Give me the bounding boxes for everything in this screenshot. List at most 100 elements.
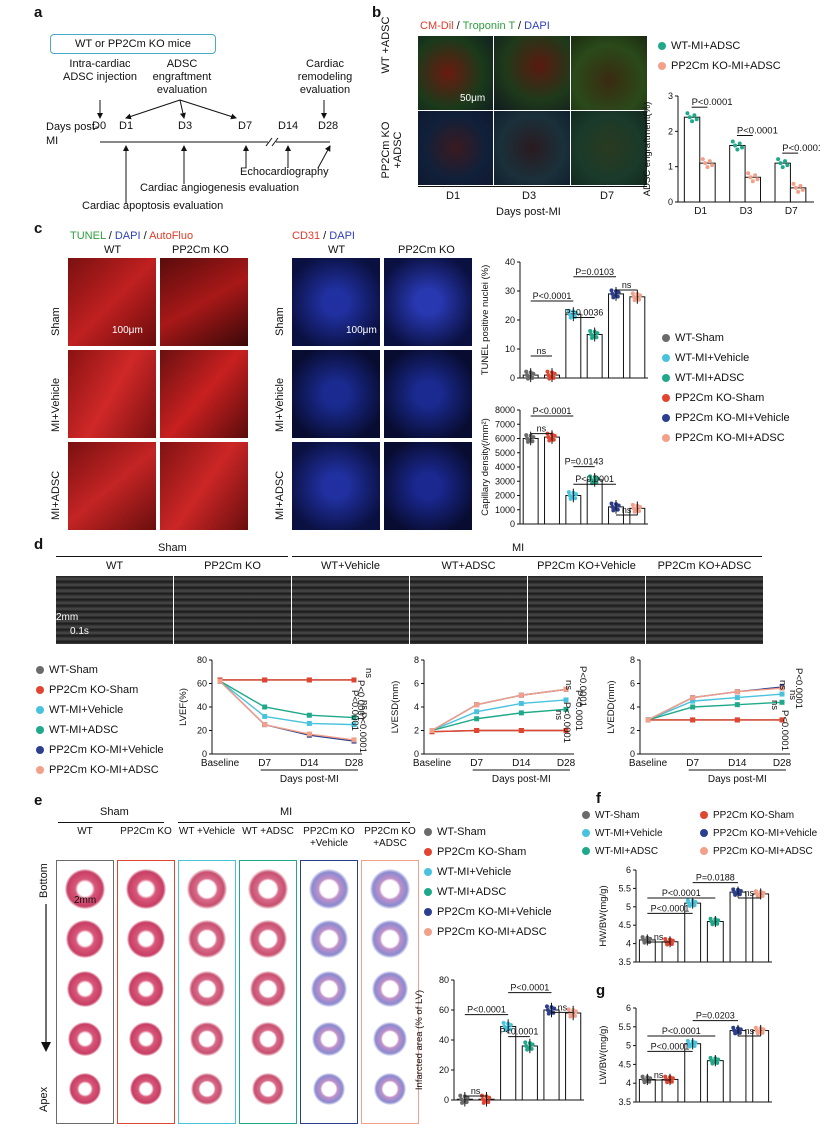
legend-b-ko: PP2Cm KO-MI+ADSC <box>671 60 781 72</box>
data-point <box>544 1004 549 1009</box>
scale-e: 2mm <box>74 895 97 906</box>
panel-g-label: g <box>596 982 606 999</box>
data-point <box>610 291 615 296</box>
legend-item: WT-MI+ADSC <box>424 882 552 902</box>
micrograph-cd31-ko-adsc <box>384 442 472 530</box>
data-point <box>503 1028 508 1033</box>
bar <box>500 1026 517 1101</box>
echo-column-label: WT <box>105 560 124 572</box>
cd31-text: CD31 <box>292 230 321 242</box>
significance-label: ns <box>654 932 664 942</box>
data-point <box>746 171 751 176</box>
significance-label: P<0.0001 <box>573 690 584 731</box>
x-tick-label: D28 <box>773 758 792 769</box>
legend-item: WT-Sham <box>424 822 552 842</box>
heart-section <box>309 869 349 909</box>
legend-dot <box>36 686 44 694</box>
legend-item: WT-Sham <box>36 660 164 680</box>
legend-label: PP2Cm KO-MI+Vehicle <box>437 906 552 918</box>
apop-label: Cardiac apoptosis evaluation <box>82 200 224 212</box>
day-d28: D28 <box>318 120 339 132</box>
y-tick-label: 8 <box>414 655 419 665</box>
series-point <box>351 715 357 721</box>
data-point <box>665 942 670 947</box>
series-point <box>262 722 268 728</box>
y-tick-label: 2 <box>414 726 419 736</box>
legend-item: PP2Cm KO-Sham <box>662 388 790 408</box>
c2-row-sham: Sham <box>274 307 286 336</box>
significance-label: ns <box>654 1070 664 1080</box>
data-point <box>630 291 635 296</box>
heart-section-column <box>239 860 297 1124</box>
heart-section <box>189 971 225 1007</box>
series-point <box>734 702 740 708</box>
significance-label: P<0.0001 <box>533 291 572 301</box>
day-d3: D3 <box>178 120 193 132</box>
c2-row-adsc: MI+ADSC <box>274 470 286 520</box>
y-tick-label: 80 <box>439 975 449 985</box>
y-tick-label: 3.5 <box>618 957 631 967</box>
data-point <box>710 922 715 927</box>
bar <box>684 1043 702 1103</box>
bar <box>608 293 624 379</box>
heart-section <box>310 920 348 958</box>
data-point <box>707 159 712 164</box>
legend-label: WT-Sham <box>437 826 486 838</box>
c-row-adsc: MI+ADSC <box>50 470 62 520</box>
legend-dot <box>424 908 432 916</box>
legend-d: WT-Sham PP2Cm KO-Sham WT-MI+Vehicle WT-MI+A… <box>36 660 164 780</box>
heart-section-column <box>56 860 114 1124</box>
e-column-label: WT +ADSC <box>242 826 294 837</box>
data-point <box>642 940 647 945</box>
scale-c-tunel: 100μm <box>112 325 143 336</box>
chart-hwbw: 3.5 4 4.5 5 5.5 6 HW/BW(mg/g) ns P<0.0001 P<0.000… <box>598 865 772 967</box>
heart-section <box>68 1022 102 1056</box>
c-row-vehicle: MI+Vehicle <box>50 377 62 432</box>
series-line <box>431 688 567 732</box>
significance-label: ns <box>787 690 798 700</box>
data-point <box>589 477 594 482</box>
y-tick-label: 0 <box>414 749 419 759</box>
series-point <box>306 677 312 683</box>
bar <box>522 438 539 525</box>
y-tick-label: 60 <box>439 1005 449 1015</box>
legend-dot <box>36 726 44 734</box>
stain-troponin: Troponin T <box>462 20 515 32</box>
micrograph-tunel-ko-vehicle <box>160 350 248 438</box>
chart-lvef: 0 20 40 60 80 LVEF(%) Baseline D7 D14 D28 Days pos… <box>178 655 374 785</box>
e-bottom: Bottom <box>38 863 50 898</box>
bar <box>706 921 724 963</box>
legend-label: WT-MI+ADSC <box>49 724 119 736</box>
stain-autofluo: AutoFluo <box>149 230 194 242</box>
series-line <box>647 687 783 721</box>
legend-item: WT-MI+Vehicle <box>424 862 552 882</box>
data-point <box>546 435 551 440</box>
data-point <box>611 508 616 513</box>
y-tick-label: 0 <box>510 373 515 383</box>
legend-item: PP2Cm KO-Sham <box>36 680 164 700</box>
data-point <box>700 157 705 162</box>
legend-label: PP2Cm KO-MI+Vehicle <box>49 744 164 756</box>
significance-label: ns <box>745 888 755 898</box>
significance-label: P=0.0143 <box>565 457 604 467</box>
legend-label: WT-Sham <box>595 809 640 821</box>
series-point <box>429 728 435 733</box>
legend-dot <box>662 374 670 382</box>
significance-label: P<0.0001 <box>651 903 690 913</box>
echo-mmode-image <box>56 576 173 644</box>
bar <box>744 176 762 203</box>
e-mi: MI <box>280 806 293 818</box>
stain-tunel: TUNEL <box>70 230 106 242</box>
significance-label: ns <box>769 700 780 710</box>
data-point <box>631 294 636 299</box>
y-tick-label: 10 <box>505 344 515 354</box>
data-point <box>567 312 572 317</box>
significance-label: ns <box>537 346 547 356</box>
data-point <box>525 1047 530 1052</box>
y-tick-label: 20 <box>439 1065 449 1075</box>
b-xlabel: Days post-MI <box>496 206 561 218</box>
day-d0: D0 <box>92 120 107 132</box>
legend-item: PP2Cm KO-MI+Vehicle <box>424 902 552 922</box>
legend-item: WT-MI+Vehicle <box>662 348 790 368</box>
stain-dapi: DAPI <box>524 20 550 32</box>
